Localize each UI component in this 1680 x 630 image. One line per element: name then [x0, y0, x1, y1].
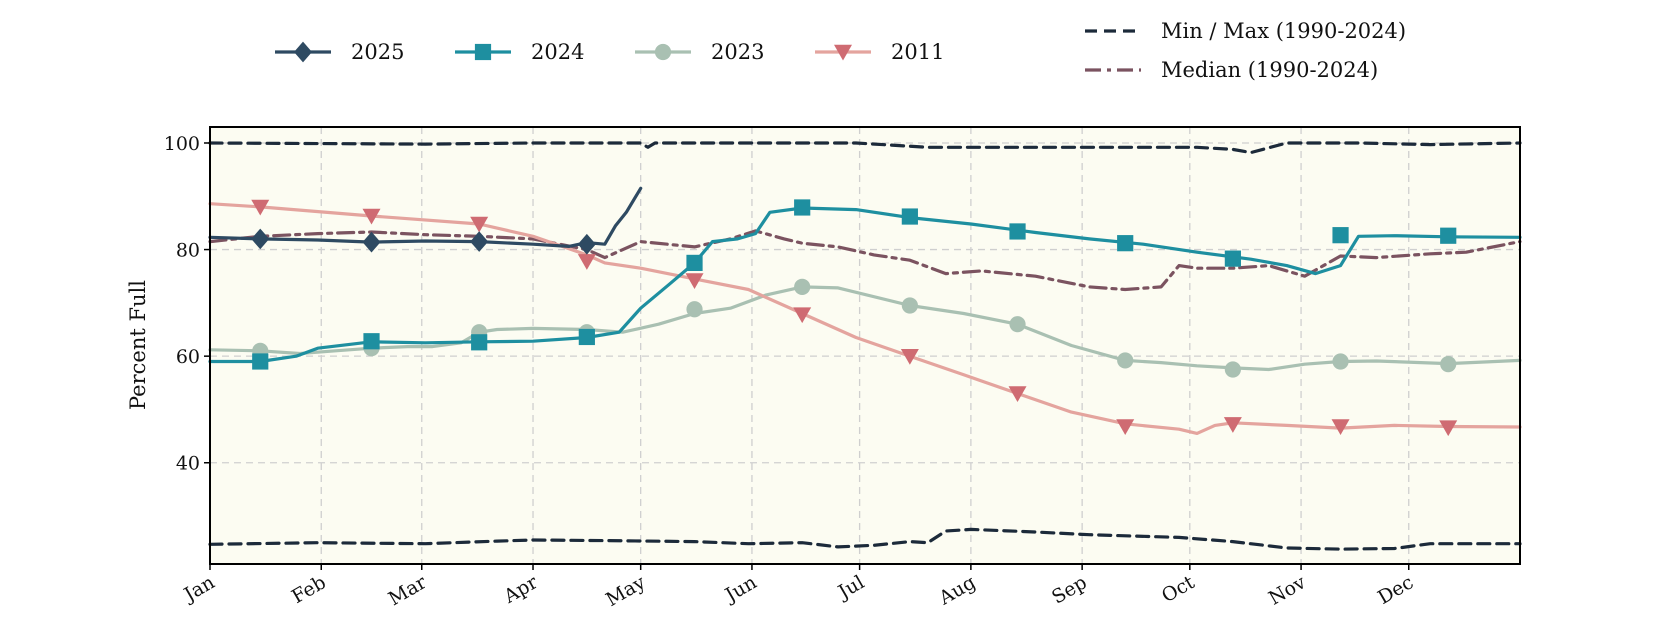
series-marker-2023: [1440, 356, 1457, 373]
x-tick-label-aug: Aug: [934, 571, 979, 610]
series-marker-2024: [471, 334, 488, 351]
x-tick-label-jul: Jul: [833, 571, 868, 604]
y-tick-label: 40: [176, 453, 200, 475]
series-marker-2024: [901, 208, 918, 225]
series-line-2025: [208, 186, 643, 248]
legend-item-min-max-1990-2024: Min / Max (1990-2024): [1085, 19, 1406, 43]
series-marker-2023: [1224, 361, 1241, 378]
y-tick-label: 100: [164, 133, 200, 155]
series-marker-2025: [251, 228, 270, 250]
x-tick-label-nov: Nov: [1265, 571, 1310, 610]
series-line-median-1990-2024: [208, 229, 1522, 292]
series-marker-2011: [1439, 420, 1458, 437]
x-tick-label-dec: Dec: [1374, 571, 1417, 609]
series-marker-2011: [1008, 386, 1027, 403]
legend-item-2023: 2023: [635, 40, 764, 64]
y-tick-label: 60: [176, 346, 200, 368]
legend-item-2024: 2024: [455, 40, 584, 64]
series-marker-2024: [252, 353, 269, 370]
legend-marker-2023: [654, 43, 672, 61]
series-2025: [208, 186, 643, 255]
legend-item-median-1990-2024: Median (1990-2024): [1085, 58, 1378, 82]
series-marker-2011: [362, 208, 381, 225]
series-marker-2011: [900, 348, 919, 365]
series-marker-2011: [685, 273, 704, 290]
series-marker-2023: [1009, 316, 1026, 333]
y-tick-label: 80: [176, 240, 200, 262]
legend-item-2025: 2025: [275, 40, 404, 64]
series-marker-2024: [1440, 227, 1457, 244]
legend-label-median-1990-2024: Median (1990-2024): [1161, 58, 1378, 82]
series-line-2023: [208, 285, 1522, 372]
series-marker-2024: [1332, 227, 1349, 244]
series-marker-2024: [578, 328, 595, 346]
series-marker-2023: [794, 278, 811, 295]
series-marker-2023: [901, 297, 918, 314]
plot-frame: [209, 126, 1521, 565]
series-line-min-max-1990-2024: [208, 141, 1522, 155]
series-marker-2011: [1331, 419, 1350, 436]
y-axis: 40 60 80 100: [164, 133, 210, 475]
series-marker-2011: [251, 199, 270, 216]
x-tick-label-jun: Jun: [720, 571, 761, 607]
legend-label-min-max-1990-2024: Min / Max (1990-2024): [1161, 19, 1406, 43]
series-min-max-1990-2024: [208, 141, 1522, 551]
legend-marker-2025: [294, 41, 312, 63]
series-marker-2011: [577, 254, 596, 270]
series-marker-2011: [1223, 417, 1242, 433]
x-tick-label-oct: Oct: [1158, 571, 1199, 607]
series-line-2011: [208, 202, 1522, 435]
legend: 2025 2024 2023 2011 Min / Max (1990-2024) Med…: [275, 19, 1406, 82]
legend-item-2011: 2011: [815, 40, 944, 64]
series-marker-2011: [1116, 419, 1135, 436]
series-line-2024: [208, 206, 1522, 364]
legend-label-2023: 2023: [711, 40, 764, 64]
legend-label-2011: 2011: [891, 40, 944, 64]
series-marker-2024: [686, 254, 703, 271]
series-median-1990-2024: [208, 229, 1522, 292]
series-line-min-max-1990-2024-lower: [208, 527, 1522, 551]
series-marker-2024: [1009, 223, 1026, 240]
series-marker-2025: [362, 231, 381, 253]
series-marker-2011: [793, 307, 812, 324]
series-marker-2024: [794, 199, 811, 216]
x-tick-label-jan: Jan: [179, 571, 219, 607]
series-marker-2023: [1332, 353, 1349, 370]
series-marker-2025: [577, 233, 596, 255]
x-tick-label-feb: Feb: [288, 571, 330, 608]
series-layer: [208, 141, 1522, 551]
x-tick-label-sep: Sep: [1048, 571, 1091, 608]
series-marker-2011: [470, 216, 489, 233]
legend-marker-2011: [834, 44, 852, 61]
legend-marker-2024: [474, 43, 492, 61]
series-2011: [208, 199, 1522, 437]
series-marker-2024: [363, 333, 380, 350]
x-tick-label-mar: Mar: [385, 571, 431, 610]
legend-label-2025: 2025: [351, 40, 404, 64]
series-marker-2025: [470, 231, 489, 252]
series-2024: [208, 199, 1522, 370]
legend-label-2024: 2024: [531, 40, 584, 64]
x-tick-label-may: May: [602, 571, 649, 611]
series-marker-2023: [1117, 352, 1134, 369]
series-marker-2024: [1224, 250, 1241, 267]
series-marker-2024: [1117, 235, 1134, 252]
y-axis-title: Percent Full: [126, 280, 150, 410]
x-axis: Jan Feb Mar Apr May Jun Jul Aug Sep Oct Nov Dec: [179, 564, 1417, 611]
series-marker-2023: [686, 301, 703, 318]
x-tick-label-apr: Apr: [499, 571, 542, 608]
